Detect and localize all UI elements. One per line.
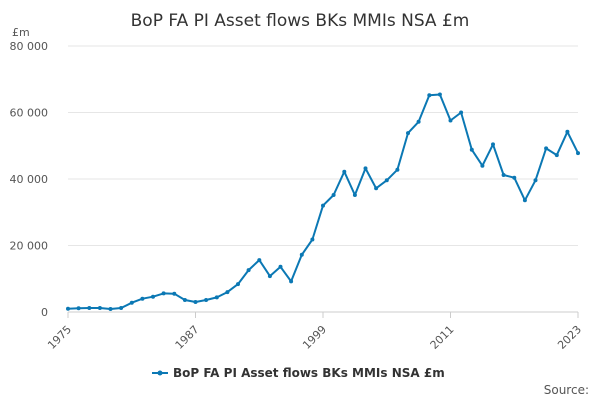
data-point [225,290,230,295]
x-tick-label: 1975 [45,323,74,352]
data-point [480,163,485,168]
data-point [533,178,538,183]
data-point [97,306,102,310]
data-point [87,306,92,310]
data-point [321,203,325,208]
data-point [384,178,389,183]
data-point [437,92,442,97]
data-point [193,300,198,304]
data-point [565,129,570,134]
data-point [469,147,474,152]
series-line [67,93,579,310]
source-label: Source: [544,383,589,397]
data-point [352,193,357,197]
data-point [236,282,240,287]
y-tick-label: 40 000 [10,173,49,186]
data-point [342,169,347,174]
data-point [289,279,294,284]
y-axis-unit-label: £m [12,26,30,39]
data-point [108,307,113,311]
data-point [416,119,421,124]
data-point [182,298,187,302]
data-point [448,118,453,123]
axes: 0 20 000 40 000 60 000 80 000 1975 1987 1999 201… [10,40,585,352]
data-point [76,306,81,311]
data-point [427,93,432,98]
x-tick-label: 2011 [428,323,457,352]
data-point [554,153,559,158]
series-group [66,92,580,311]
data-point [522,198,527,203]
x-tick-label: 1999 [300,323,329,352]
data-point [395,167,400,172]
data-point [406,131,410,136]
chart-title: BoP FA PI Asset flows BKs MMIs NSA £m [131,11,470,31]
data-point [544,146,549,151]
gridlines [68,45,578,246]
data-point [161,291,166,296]
data-point [257,258,262,263]
data-point [66,306,70,311]
x-tick-label: 1987 [173,323,202,352]
x-tick-label: 2023 [555,323,584,352]
data-point [310,237,315,242]
data-point [214,295,219,300]
legend-marker [157,370,163,376]
data-point [576,151,580,156]
data-point [129,300,134,305]
data-point [140,296,145,301]
y-tick-label: 80 000 [10,40,49,53]
data-point [204,298,209,302]
legend-label: BoP FA PI Asset flows BKs MMIs NSA £m [173,366,445,380]
data-point [151,294,155,299]
data-point [459,110,464,115]
legend[interactable]: BoP FA PI Asset flows BKs MMIs NSA £m [152,366,445,380]
data-point [331,193,336,197]
y-tick-label: 60 000 [10,107,49,120]
data-point [267,274,272,279]
data-point [119,306,124,310]
data-point [299,252,304,257]
y-tick-label: 20 000 [10,240,49,253]
data-point [278,264,283,269]
data-point [374,186,379,191]
data-point [363,166,368,171]
y-tick-label: 0 [41,306,48,319]
data-point [246,268,251,273]
data-point [491,142,495,147]
data-point [501,173,506,177]
data-point [512,175,517,180]
data-point [172,291,177,296]
